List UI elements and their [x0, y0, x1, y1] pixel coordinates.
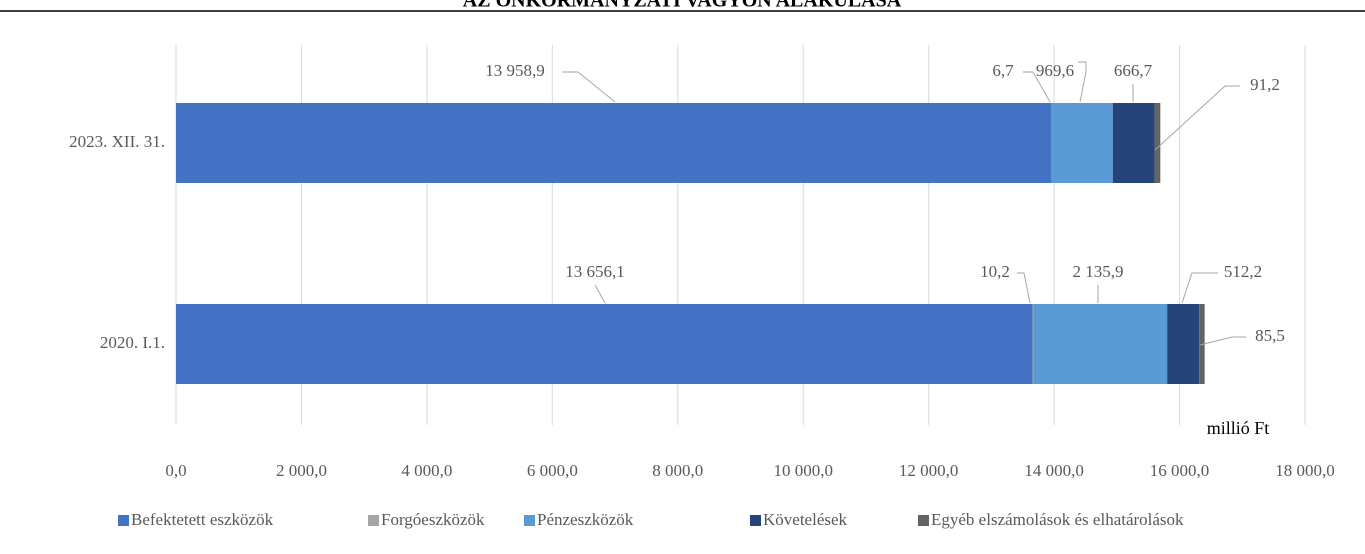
x-tick-label: 10 000,0: [773, 461, 833, 480]
y-tick-label: 2023. XII. 31.: [69, 132, 165, 151]
bar-segment: [1033, 304, 1168, 384]
data-label: 2 135,9: [1073, 262, 1124, 281]
data-label: 13 656,1: [565, 262, 625, 281]
bar-segment: [176, 103, 1052, 183]
unit-label: millió Ft: [1207, 418, 1270, 438]
bar-segment: [176, 304, 1033, 384]
y-tick-label: 2020. I.1.: [100, 333, 165, 352]
legend-swatch: [524, 515, 535, 526]
bar-segment: [1032, 304, 1034, 384]
x-tick-label: 18 000,0: [1275, 461, 1335, 480]
data-label: 10,2: [980, 262, 1010, 281]
legend-label: Pénzeszközök: [537, 510, 634, 529]
leader-line: [1017, 272, 1031, 304]
bar-segment: [1167, 304, 1200, 384]
leader-line: [594, 284, 606, 304]
legend-swatch: [368, 515, 379, 526]
data-label: 512,2: [1224, 262, 1262, 281]
legend-label: Egyéb elszámolások és elhatárolások: [931, 510, 1184, 529]
data-label: 85,5: [1255, 326, 1285, 345]
legend-label: Követelések: [763, 510, 848, 529]
x-tick-label: 12 000,0: [899, 461, 959, 480]
legend-swatch: [918, 515, 929, 526]
legend-swatch: [118, 515, 129, 526]
x-tick-label: 4 000,0: [401, 461, 452, 480]
data-label: 6,7: [992, 61, 1014, 80]
data-label: 666,7: [1114, 61, 1153, 80]
x-tick-label: 16 000,0: [1150, 461, 1210, 480]
bar-segment: [1112, 103, 1155, 183]
x-tick-label: 6 000,0: [527, 461, 578, 480]
legend-label: Befektetett eszközök: [131, 510, 274, 529]
bar-segment: [1154, 103, 1161, 183]
legend-label: Forgóeszközök: [381, 510, 485, 529]
leader-line: [1154, 85, 1240, 151]
data-label: 969,6: [1036, 61, 1074, 80]
x-tick-label: 2 000,0: [276, 461, 327, 480]
leader-line: [562, 71, 616, 103]
chart-title: AZ ÖNKORMÁNYZATI VAGYON ALAKULÁSA: [463, 0, 902, 12]
data-label: 91,2: [1250, 75, 1280, 94]
leader-line: [1199, 336, 1246, 346]
leader-line: [1078, 61, 1087, 103]
legend-swatch: [750, 515, 761, 526]
x-tick-label: 14 000,0: [1024, 461, 1084, 480]
data-label: 13 958,9: [485, 61, 545, 80]
x-tick-label: 0,0: [165, 461, 186, 480]
x-tick-label: 8 000,0: [652, 461, 703, 480]
leader-line: [1023, 71, 1051, 103]
bar-segment: [1051, 103, 1113, 183]
leader-line: [1181, 272, 1218, 304]
